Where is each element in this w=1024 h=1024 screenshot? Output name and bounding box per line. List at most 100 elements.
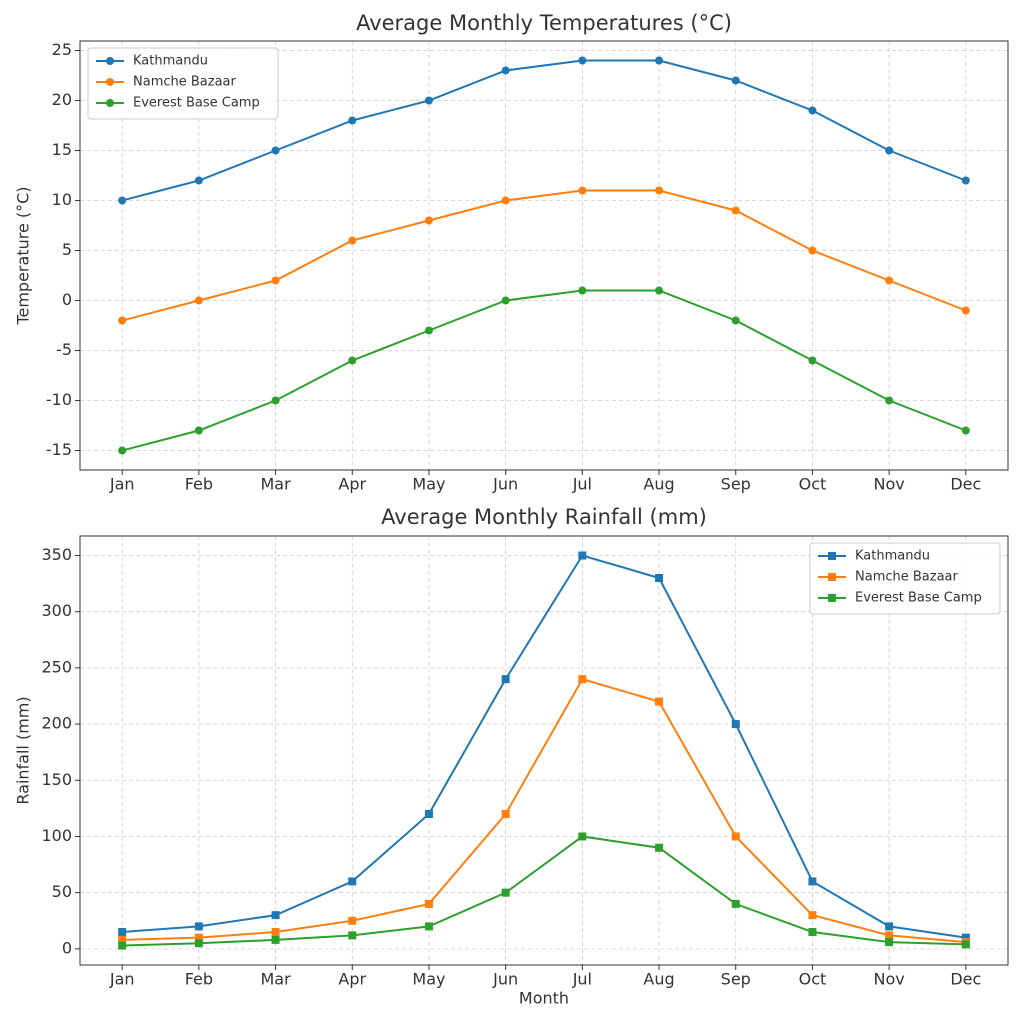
series-line [122, 835, 966, 947]
legend-marker [106, 78, 114, 86]
x-tick-label: May [412, 970, 445, 989]
x-tick-label: Mar [260, 970, 291, 989]
marker [808, 106, 817, 115]
x-tick-label: Oct [799, 970, 827, 989]
marker [885, 922, 894, 931]
marker [655, 186, 664, 195]
y-tick-label: 15 [52, 140, 72, 159]
legend-box [87, 47, 279, 120]
y-tick-label: 200 [41, 714, 72, 733]
marker [731, 899, 740, 908]
chart-title: Average Monthly Temperatures (°C) [356, 11, 732, 35]
x-tick-label: Jul [572, 970, 592, 989]
x-tick-label: Feb [185, 475, 213, 494]
y-tick-label: 350 [41, 545, 72, 564]
legend-label: Namche Bazaar [855, 570, 959, 585]
marker [885, 146, 894, 155]
marker [731, 720, 740, 729]
marker [655, 573, 664, 582]
series-line [121, 59, 967, 202]
marker [885, 276, 894, 285]
marker [731, 76, 740, 85]
y-tick-label: 150 [41, 770, 72, 789]
legend-label: Everest Base Camp [133, 96, 260, 111]
x-tick-label: Dec [950, 970, 981, 989]
legend-marker [106, 57, 114, 65]
marker [424, 96, 433, 105]
marker [501, 675, 510, 684]
marker [424, 899, 433, 908]
marker [194, 933, 203, 942]
marker [348, 931, 357, 940]
marker [501, 296, 510, 305]
plot-frame [79, 535, 1009, 966]
marker [578, 286, 587, 295]
marker [578, 832, 587, 841]
marker [348, 236, 357, 245]
series-line [121, 189, 967, 322]
chart-title: Average Monthly Rainfall (mm) [381, 505, 707, 529]
y-axis-label: Temperature (°C) [14, 186, 33, 325]
x-tick-label: Nov [874, 475, 905, 494]
marker [118, 316, 127, 325]
x-tick-label: Oct [799, 475, 827, 494]
marker [501, 66, 510, 75]
marker [194, 426, 203, 435]
marker [118, 928, 127, 937]
plot-frame [79, 40, 1009, 471]
marker [808, 928, 817, 937]
x-tick-label: Sep [721, 475, 751, 494]
marker [885, 931, 894, 940]
marker [578, 551, 587, 560]
marker [655, 286, 664, 295]
x-tick-label: Feb [185, 970, 213, 989]
y-tick-label: 0 [62, 938, 72, 957]
marker [578, 675, 587, 684]
marker [501, 810, 510, 819]
x-tick-label: Jun [492, 475, 518, 494]
x-tick-label: Jan [109, 970, 135, 989]
legend-label: Kathmandu [133, 54, 208, 69]
marker [885, 396, 894, 405]
x-tick-label: Apr [338, 970, 366, 989]
legend-marker [828, 594, 836, 602]
marker [961, 933, 970, 942]
y-tick-label: 250 [41, 657, 72, 676]
marker [271, 146, 280, 155]
marker [118, 935, 127, 944]
legend-label: Everest Base Camp [855, 591, 982, 606]
marker [961, 306, 970, 315]
marker [578, 186, 587, 195]
y-tick-label: 20 [52, 90, 72, 109]
y-tick-label: -5 [56, 340, 72, 359]
marker [271, 396, 280, 405]
y-tick-label: 50 [52, 882, 72, 901]
y-tick-label: -15 [46, 440, 72, 459]
marker [655, 843, 664, 852]
marker [961, 176, 970, 185]
marker [118, 941, 127, 950]
marker [271, 928, 280, 937]
marker [578, 56, 587, 65]
y-tick-label: -10 [46, 390, 72, 409]
marker [348, 356, 357, 365]
legend-box [809, 542, 1001, 615]
legend-marker [828, 573, 836, 581]
marker [885, 938, 894, 947]
marker [731, 832, 740, 841]
y-tick-label: 25 [52, 40, 72, 59]
marker [194, 922, 203, 931]
marker [348, 116, 357, 125]
y-tick-label: 100 [41, 826, 72, 845]
marker [731, 206, 740, 215]
legend-label: Kathmandu [855, 549, 930, 564]
y-axis-label: Rainfall (mm) [14, 696, 33, 804]
legend-label: Namche Bazaar [133, 75, 237, 90]
marker [348, 877, 357, 886]
marker [501, 196, 510, 205]
x-tick-label: Jan [109, 475, 135, 494]
x-tick-label: Nov [874, 970, 905, 989]
series-line [122, 554, 966, 939]
marker [808, 877, 817, 886]
marker [194, 296, 203, 305]
